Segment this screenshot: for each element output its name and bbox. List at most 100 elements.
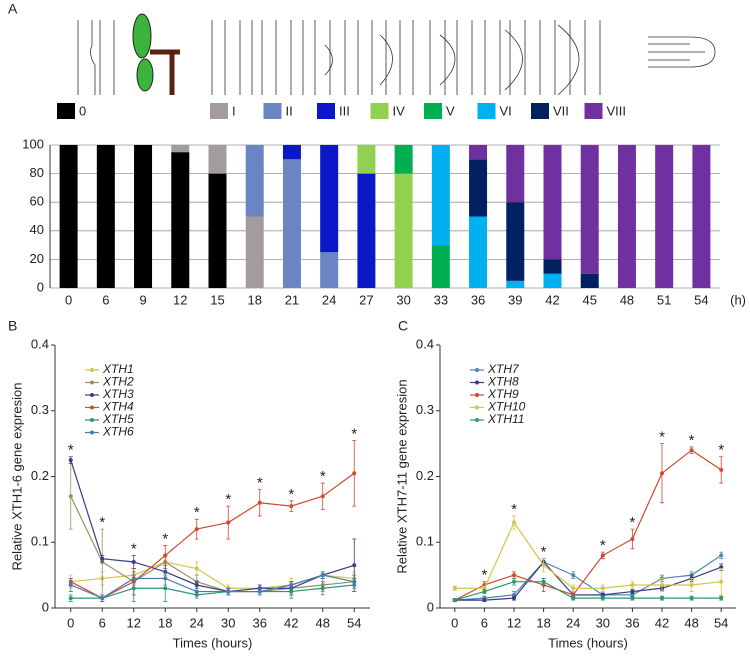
x-tick-label: 0 — [65, 292, 72, 307]
x-tick-label: 12 — [127, 615, 141, 630]
x-axis-label: Times (hours) — [173, 635, 253, 650]
bar-segment — [171, 152, 190, 288]
series-line — [70, 561, 355, 589]
series-line — [454, 449, 722, 601]
panel-label: C — [398, 318, 408, 334]
root-sketch — [504, 24, 580, 96]
bar-segment — [469, 216, 488, 288]
root-sketch — [439, 20, 601, 95]
legend-marker — [475, 418, 479, 422]
point — [352, 563, 357, 568]
legend-label: XTH2 — [102, 375, 134, 389]
significance-marker: * — [511, 501, 517, 518]
point — [660, 471, 664, 476]
legend-marker — [475, 393, 479, 397]
point — [68, 596, 73, 601]
x-tick-label: 24 — [322, 292, 336, 307]
x-tick-label: 18 — [247, 292, 261, 307]
point — [571, 596, 576, 601]
legend-label: I — [232, 103, 236, 118]
x-tick-label: 0 — [451, 615, 458, 630]
x-tick-label: 42 — [284, 615, 298, 630]
x-tick-label: 9 — [139, 292, 146, 307]
seedling-leaf — [132, 13, 152, 59]
point — [512, 520, 516, 525]
y-tick-label: 80 — [30, 165, 44, 180]
bar-segment — [357, 173, 376, 288]
illustrations — [77, 13, 716, 96]
x-tick-label: 48 — [316, 615, 330, 630]
x-axis-label: Times (hours) — [548, 635, 628, 650]
x-tick-label: 54 — [347, 615, 361, 630]
legend-label: XTH10 — [487, 400, 526, 414]
point — [289, 504, 294, 509]
bar-segment — [208, 173, 227, 288]
x-tick-label: 12 — [173, 292, 187, 307]
y-tick-label: 20 — [30, 251, 44, 266]
legend-label: XTH1 — [102, 362, 134, 376]
significance-marker: * — [718, 442, 724, 459]
legend-marker — [90, 418, 94, 422]
significance-marker: * — [689, 432, 695, 449]
point — [482, 589, 487, 594]
legend-swatch — [424, 103, 442, 119]
point — [571, 586, 576, 591]
bar-segment — [655, 145, 674, 288]
x-tick-label: 48 — [620, 292, 634, 307]
legend-swatch — [477, 103, 496, 119]
x-tick-label: 24 — [190, 615, 204, 630]
root-sketch — [77, 20, 115, 95]
y-tick-label: 40 — [30, 222, 44, 237]
series-line — [454, 554, 722, 601]
point — [600, 596, 605, 601]
legend-label: II — [286, 103, 293, 118]
point — [719, 467, 724, 472]
legend-swatch — [263, 103, 282, 119]
point — [163, 586, 168, 591]
bar-segment — [506, 202, 525, 281]
point — [352, 579, 357, 584]
x-tick-label: 54 — [694, 292, 708, 307]
point — [512, 596, 516, 601]
point — [194, 566, 199, 571]
y-tick-label: 0 — [37, 279, 44, 294]
legend-marker — [90, 430, 94, 435]
legend-label: XTH8 — [487, 375, 519, 389]
series-line — [70, 584, 355, 599]
y-axis-label: Relative XTH7-11 gene expresion — [394, 379, 409, 573]
bar-segment — [506, 280, 525, 288]
x-tick-label: 24 — [566, 615, 580, 630]
panel-label: B — [8, 318, 17, 334]
panel-label: A — [8, 1, 18, 17]
significance-marker: * — [194, 504, 200, 521]
x-tick-label: 36 — [625, 615, 639, 630]
bar-segment — [282, 145, 301, 160]
point — [719, 579, 724, 584]
point — [541, 563, 546, 568]
bar-segment — [394, 173, 413, 288]
y-tick-label: 0.4 — [416, 336, 434, 351]
legend-label: VII — [553, 103, 569, 118]
point — [257, 500, 262, 505]
y-tick-label: 0.1 — [31, 534, 49, 549]
point — [630, 582, 635, 587]
root-sketch — [314, 20, 414, 95]
y-tick-label: 0.3 — [416, 402, 434, 417]
x-tick-label: 42 — [545, 292, 559, 307]
significance-marker: * — [659, 429, 665, 446]
root-sketch — [324, 20, 501, 95]
x-tick-label: 12 — [507, 615, 521, 630]
x-axis-label: (h) — [730, 292, 746, 307]
point — [68, 582, 73, 587]
y-tick-label: 100 — [22, 136, 44, 151]
legend-label: IV — [393, 103, 406, 118]
bar-segment — [357, 145, 376, 174]
legend-marker — [90, 368, 94, 372]
point — [131, 559, 136, 564]
x-tick-label: 0 — [67, 615, 74, 630]
series-line — [70, 495, 355, 593]
x-tick-label: 39 — [508, 292, 522, 307]
legend-label: XTH9 — [487, 387, 519, 401]
point — [482, 598, 487, 603]
bar-segment — [394, 145, 413, 174]
